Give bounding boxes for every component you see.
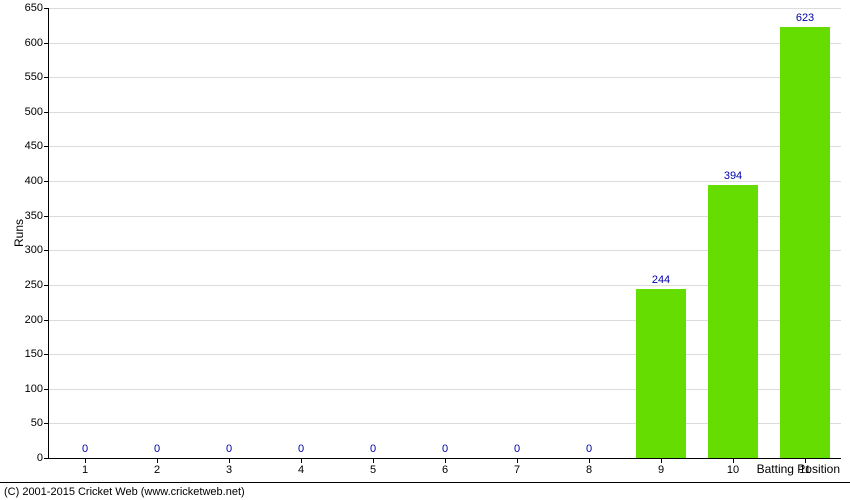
- xtick-label: 6: [442, 458, 448, 476]
- ytick-label: 550: [25, 71, 49, 83]
- gridline: [49, 43, 841, 44]
- ytick-label: 50: [31, 417, 49, 429]
- ytick-label: 300: [25, 244, 49, 256]
- ytick-label: 450: [25, 140, 49, 152]
- bar-value-label: 244: [652, 274, 670, 286]
- plot-area: 0501001502002503003504004505005506006501…: [48, 8, 841, 459]
- bar-value-label: 0: [586, 443, 592, 455]
- bar-value-label: 0: [442, 443, 448, 455]
- bar-value-label: 394: [724, 170, 742, 182]
- xtick-label: 8: [586, 458, 592, 476]
- ytick-label: 600: [25, 37, 49, 49]
- xtick-label: 2: [154, 458, 160, 476]
- xtick-label: 9: [658, 458, 664, 476]
- ytick-label: 400: [25, 175, 49, 187]
- bar-value-label: 0: [154, 443, 160, 455]
- xtick-label: 5: [370, 458, 376, 476]
- gridline: [49, 8, 841, 9]
- gridline: [49, 146, 841, 147]
- ytick-label: 0: [37, 452, 49, 464]
- xtick-label: 3: [226, 458, 232, 476]
- ytick-label: 350: [25, 210, 49, 222]
- bar: [780, 27, 830, 458]
- bar-value-label: 623: [796, 12, 814, 24]
- gridline: [49, 181, 841, 182]
- xtick-label: 1: [82, 458, 88, 476]
- gridline: [49, 112, 841, 113]
- xtick-label: 10: [727, 458, 739, 476]
- ytick-label: 500: [25, 106, 49, 118]
- footer-copyright: (C) 2001-2015 Cricket Web (www.cricketwe…: [0, 482, 850, 500]
- bar-value-label: 0: [514, 443, 520, 455]
- bar-value-label: 0: [370, 443, 376, 455]
- ytick-label: 650: [25, 2, 49, 14]
- ytick-label: 150: [25, 348, 49, 360]
- bar-value-label: 0: [226, 443, 232, 455]
- xtick-label: 4: [298, 458, 304, 476]
- bar: [636, 289, 686, 458]
- bar-value-label: 0: [298, 443, 304, 455]
- x-axis-title: Batting Position: [757, 462, 840, 476]
- chart-container: 0501001502002503003504004505005506006501…: [0, 0, 850, 500]
- ytick-label: 250: [25, 279, 49, 291]
- ytick-label: 100: [25, 383, 49, 395]
- gridline: [49, 77, 841, 78]
- ytick-label: 200: [25, 314, 49, 326]
- bar-value-label: 0: [82, 443, 88, 455]
- bar: [708, 185, 758, 458]
- xtick-label: 7: [514, 458, 520, 476]
- y-axis-title: Runs: [12, 219, 26, 247]
